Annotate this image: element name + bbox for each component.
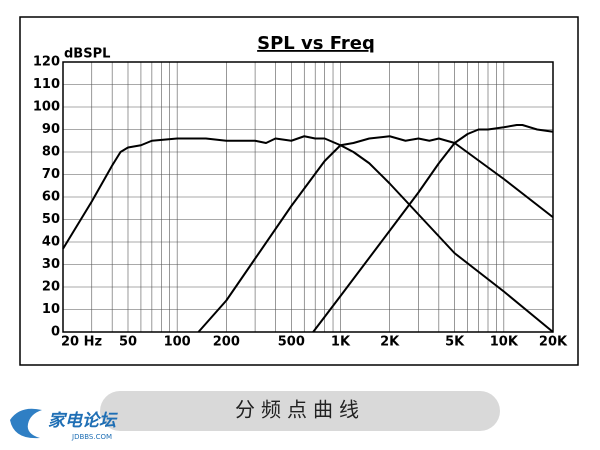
line-series	[312, 124, 554, 333]
x-tick-label: 100	[164, 335, 191, 350]
y-tick-label: 120	[33, 55, 60, 70]
y-tick-label: 40	[42, 235, 60, 250]
y-tick-label: 50	[42, 212, 60, 227]
y-tick-label: 60	[42, 190, 60, 205]
caption-bar	[100, 391, 500, 431]
caption: 分频点曲线	[235, 398, 365, 422]
plot-border	[62, 61, 554, 333]
x-tick-label: 1K	[331, 335, 351, 350]
x-tick-label: 200	[213, 335, 240, 350]
y-tick-label: 90	[42, 122, 60, 137]
y-tick-label: 110	[33, 77, 60, 92]
chart-title: SPL vs Freq	[257, 33, 375, 54]
y-tick-label: 0	[51, 325, 60, 340]
y-tick-label: 70	[42, 167, 60, 182]
logo-site: JDBBS.COM	[71, 433, 112, 441]
x-tick-label: 500	[278, 335, 305, 350]
plot: 0 10 20 30 40 50 60 70 80 90 100 110 120 20 Hz 50 100 20…	[33, 55, 568, 350]
x-tick-label: 10K	[490, 335, 519, 350]
x-tick-label: 20 Hz	[61, 335, 102, 350]
y-tick-label: 80	[42, 145, 60, 160]
x-tick-label: 5K	[445, 335, 465, 350]
y-axis-label: dBSPL	[64, 47, 110, 62]
x-tick-label: 20K	[539, 335, 568, 350]
y-tick-label: 100	[33, 100, 60, 115]
logo-icon	[10, 408, 42, 439]
y-tick-label: 30	[42, 257, 60, 272]
line-series	[197, 135, 554, 333]
logo-name: 家电论坛	[48, 411, 118, 431]
x-tick-label: 50	[119, 335, 137, 350]
y-tick-label: 10	[42, 302, 60, 317]
y-tick-label: 20	[42, 280, 60, 295]
line-series	[62, 135, 554, 333]
frame	[19, 16, 579, 366]
x-tick-label: 2K	[380, 335, 400, 350]
